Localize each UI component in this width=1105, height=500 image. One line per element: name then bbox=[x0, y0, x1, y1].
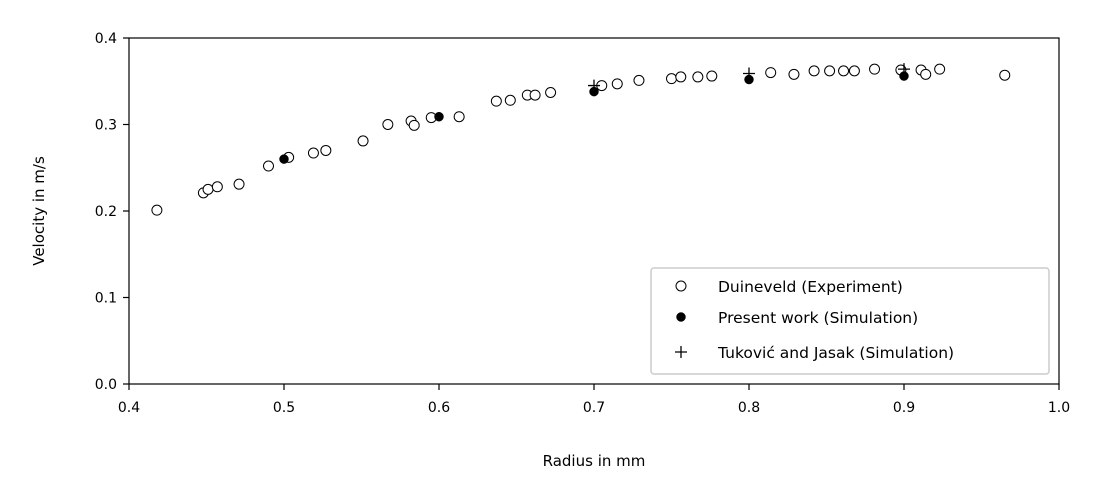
y-tick-label: 0.0 bbox=[95, 377, 117, 393]
axes: 0.4 0.5 0.6 0.7 0.8 0.9 1.0 0.0 0.1 0.2 0.3 0.4 bbox=[95, 31, 1070, 416]
legend-marker bbox=[676, 312, 686, 322]
x-tick-label: 0.8 bbox=[738, 400, 760, 416]
data-point bbox=[490, 95, 502, 107]
legend-label: Present work (Simulation) bbox=[718, 309, 918, 327]
data-point bbox=[611, 78, 623, 90]
data-point bbox=[934, 63, 946, 75]
data-point bbox=[838, 65, 850, 77]
data-point bbox=[382, 119, 394, 130]
data-point bbox=[788, 68, 800, 80]
data-point bbox=[545, 86, 557, 98]
x-tick-label: 0.9 bbox=[893, 400, 915, 416]
legend-item: Tuković and Jasak (Simulation) bbox=[675, 344, 954, 362]
data-point bbox=[263, 160, 274, 172]
data-point bbox=[898, 63, 910, 76]
data-point bbox=[666, 73, 677, 85]
series-open-circle bbox=[151, 63, 1011, 216]
data-points bbox=[151, 63, 1011, 216]
data-point bbox=[675, 71, 687, 83]
data-point bbox=[307, 147, 319, 159]
data-point bbox=[999, 69, 1011, 81]
data-point bbox=[869, 63, 881, 75]
y-tick-label: 0.1 bbox=[95, 291, 117, 307]
data-point bbox=[233, 178, 245, 190]
data-point bbox=[453, 111, 465, 123]
y-tick-label: 0.3 bbox=[95, 118, 117, 134]
legend: Duineveld (Experiment) Present work (Simu… bbox=[650, 267, 1050, 375]
legend-label: Tuković and Jasak (Simulation) bbox=[717, 344, 954, 362]
data-point bbox=[692, 71, 704, 83]
legend-label: Duineveld (Experiment) bbox=[718, 278, 903, 296]
series-plus bbox=[588, 63, 910, 92]
data-point bbox=[824, 65, 836, 77]
x-tick-label: 1.0 bbox=[1048, 400, 1070, 416]
x-tick-label: 0.6 bbox=[428, 400, 450, 416]
series-filled-circle bbox=[279, 71, 909, 164]
y-tick-label: 0.4 bbox=[95, 31, 117, 47]
data-point bbox=[211, 181, 223, 193]
data-point bbox=[588, 79, 600, 92]
data-point bbox=[320, 144, 332, 156]
data-point bbox=[279, 154, 289, 164]
data-point bbox=[743, 67, 755, 80]
legend-marker bbox=[675, 346, 687, 358]
data-point bbox=[808, 65, 820, 77]
data-point bbox=[706, 70, 718, 82]
x-tick-label: 0.4 bbox=[118, 400, 140, 416]
data-point bbox=[151, 204, 163, 216]
data-point bbox=[504, 94, 516, 106]
data-point bbox=[357, 135, 369, 147]
data-point bbox=[434, 111, 444, 122]
data-point bbox=[848, 65, 860, 77]
data-point bbox=[529, 89, 541, 101]
legend-box bbox=[650, 267, 1050, 375]
y-axis-title: Velocity in m/s bbox=[30, 156, 48, 266]
legend-item: Duineveld (Experiment) bbox=[675, 278, 903, 296]
data-point bbox=[202, 183, 214, 195]
data-point bbox=[765, 67, 777, 79]
data-point bbox=[633, 74, 645, 86]
data-point bbox=[408, 119, 420, 131]
x-tick-label: 0.7 bbox=[583, 400, 605, 416]
legend-item: Present work (Simulation) bbox=[676, 309, 918, 327]
x-tick-label: 0.5 bbox=[273, 400, 295, 416]
legend-marker bbox=[675, 280, 687, 292]
x-axis-title: Radius in mm bbox=[543, 452, 646, 470]
data-point bbox=[920, 68, 932, 80]
y-tick-label: 0.2 bbox=[95, 204, 117, 220]
